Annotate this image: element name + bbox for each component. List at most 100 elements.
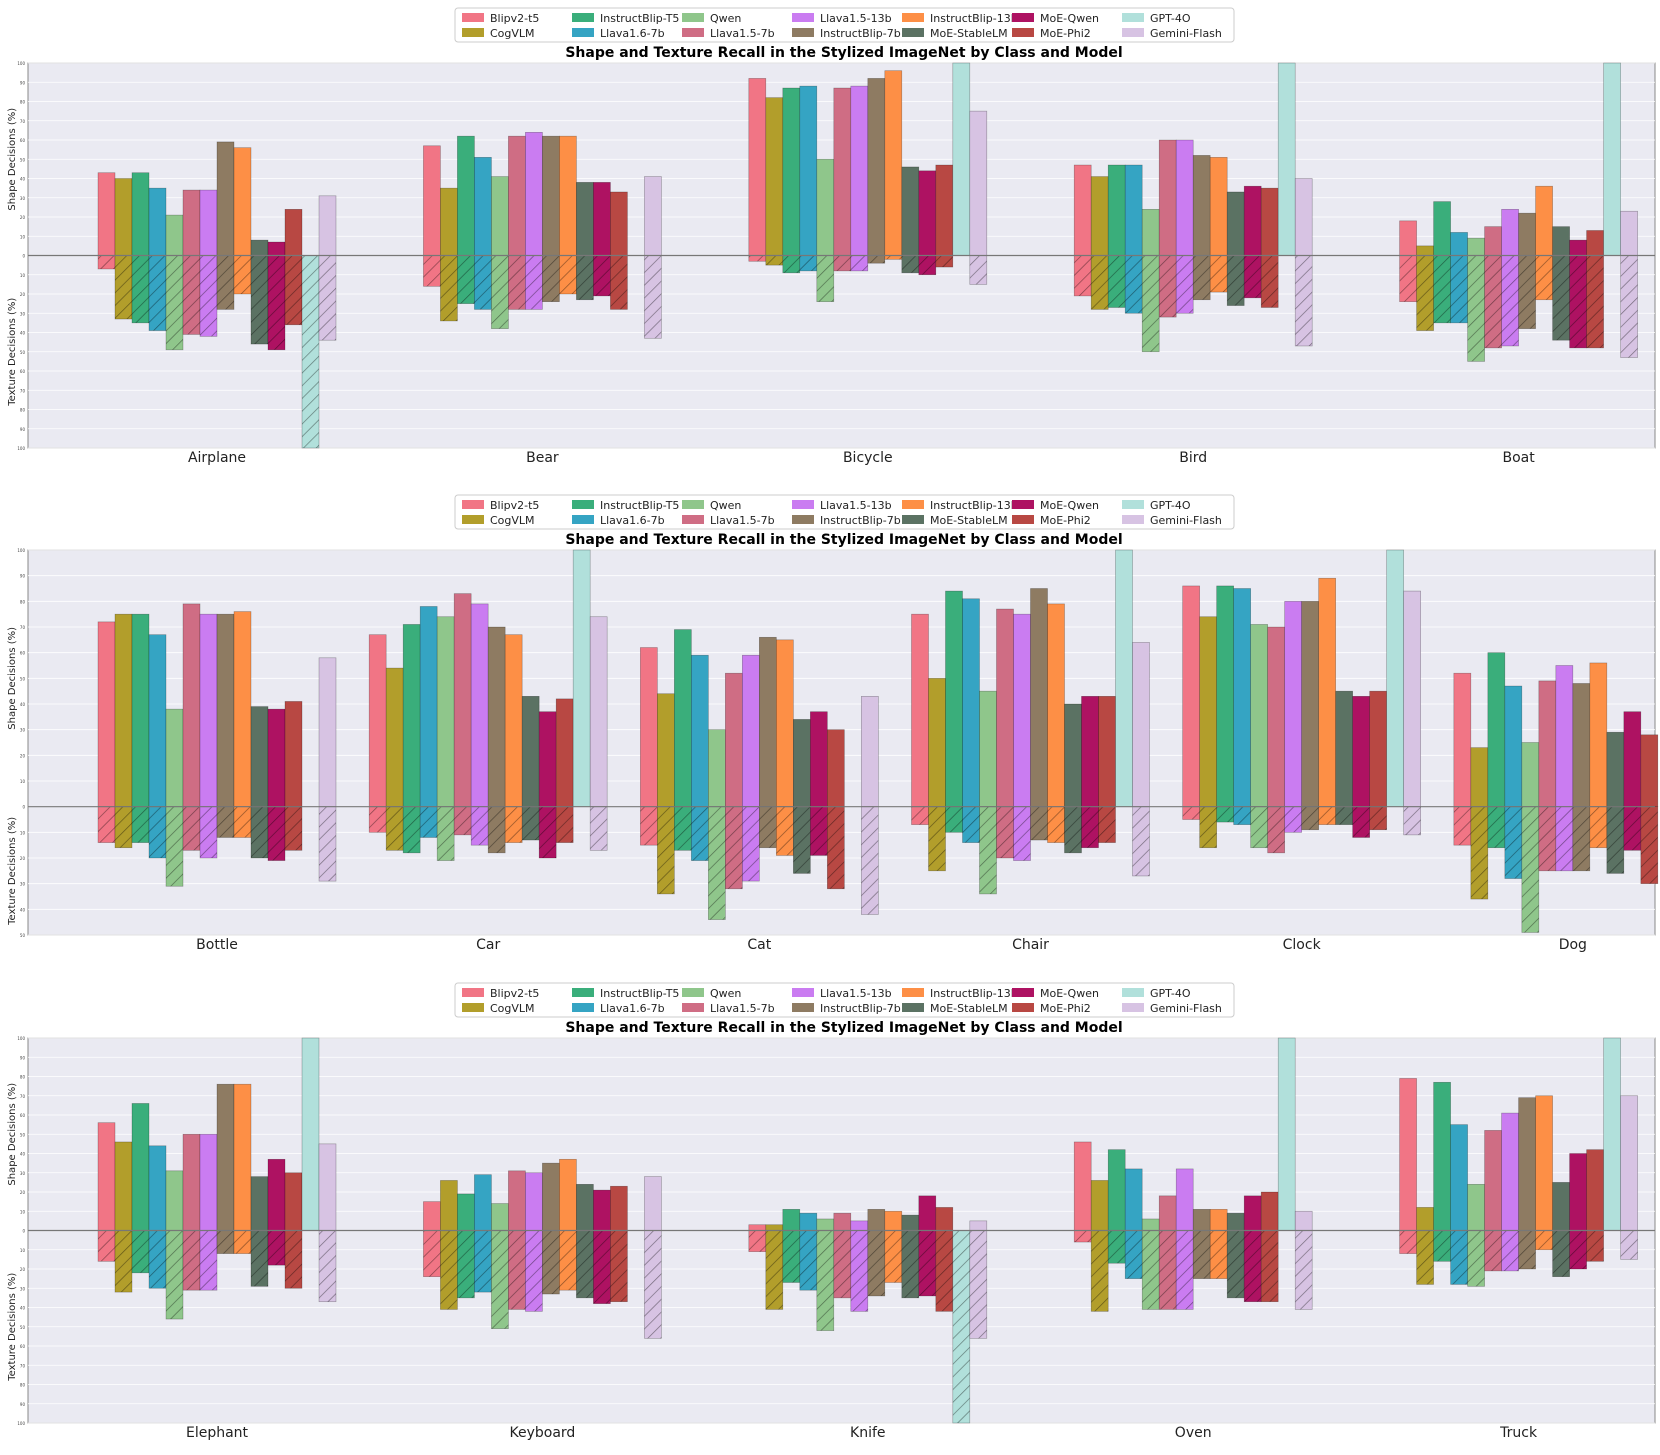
bar-texture [657,806,675,895]
bar-texture [867,1230,886,1297]
bar-texture [1267,806,1285,854]
y-tick-label: 40 [20,1306,26,1311]
legend-label: Llava1.5-7b [710,27,775,40]
y-axis-label-shape: Shape Decisions (%) [7,627,18,730]
bar-texture [423,1230,441,1278]
bar-texture [1620,1230,1638,1260]
bar-shape [1107,1149,1126,1231]
y-axis-label-texture: Texture Decisions (%) [7,817,18,926]
legend-label: InstructBlip-T5 [600,12,679,25]
bar-texture [1073,1230,1092,1243]
bar-shape [1175,139,1194,256]
bar-texture [1294,255,1313,347]
bar-texture [114,1230,133,1293]
chart-panel-2: Blipv2-t5 CogVLM InstructBlip-T5 Llava1.6-7… [7,494,1659,953]
bar-shape [1267,626,1285,807]
bar-shape [267,1158,286,1231]
bar-shape [1504,685,1523,807]
bar-shape [1199,616,1217,807]
bar-shape [1124,164,1143,256]
bar-shape [610,1185,628,1231]
bar-shape [1243,185,1262,256]
bar-shape [1064,703,1082,807]
bar-texture [1107,1230,1126,1264]
bar-shape [131,613,150,807]
bar-texture [610,1230,628,1303]
bar-texture [1318,806,1336,825]
bar-texture [559,255,577,295]
bar-shape [555,698,574,807]
bar-shape [1620,210,1638,256]
y-tick-label: 70 [20,119,26,124]
bar-texture [233,1230,252,1254]
bar-shape [542,1162,560,1231]
bar-shape [850,85,869,256]
bar-texture [1090,1230,1109,1312]
bar-shape [233,1083,252,1231]
bar-texture [1260,1230,1279,1303]
bar-texture [1620,255,1638,358]
bar-shape [457,135,475,256]
legend-swatch [1122,13,1144,22]
y-tick-label: 10 [20,1209,26,1214]
legend-swatch [792,13,814,22]
y-tick-label: 100 [17,61,25,66]
y-tick-label: 60 [20,1113,26,1118]
legend-label: Blipv2-t5 [490,987,539,1000]
legend-swatch [462,28,484,37]
legend: Blipv2-t5 CogVLM InstructBlip-T5 Llava1.6-7… [454,7,1235,43]
bar-shape [928,678,946,807]
legend-label: MoE-Qwen [1040,987,1099,1000]
y-tick-label: 50 [20,157,26,162]
bar-texture [1250,806,1268,849]
bar-shape [1081,695,1099,807]
bar-shape [1555,665,1574,807]
y-tick-label: 80 [20,599,26,604]
bar-shape [182,189,201,256]
legend-swatch [682,13,704,22]
y-tick-label: 30 [20,311,26,316]
legend-label: CogVLM [490,1002,535,1015]
bar-shape [644,176,662,256]
legend-swatch [792,28,814,37]
legend-swatch [682,988,704,997]
bar-texture [969,1230,988,1339]
legend-swatch [682,1003,704,1012]
bar-shape [810,711,828,807]
bar-texture [267,1230,286,1266]
bar-shape [1467,237,1485,256]
bar-texture [644,255,662,339]
y-tick-label: 30 [20,196,26,201]
bar-shape [1572,683,1591,807]
bar-shape [911,613,929,807]
bar-texture [423,255,441,287]
y-tick-label: 90 [20,427,26,432]
y-tick-label: 80 [20,1075,26,1080]
bar-shape [1399,220,1417,256]
bar-shape [748,1224,767,1231]
bar-texture [918,255,937,276]
legend-swatch [902,28,924,37]
chart-title: Shape and Texture Recall in the Stylized… [565,532,1122,548]
bar-texture [538,806,557,859]
legend-swatch [682,28,704,37]
bar-shape [199,1133,218,1231]
bar-texture [827,806,845,890]
x-tick-label: Chair [1012,937,1049,953]
bar-shape [833,1212,852,1231]
bar-texture [1501,1230,1519,1272]
bar-texture [1589,806,1608,849]
y-tick-label: 50 [20,1132,26,1137]
bar-texture [250,1230,269,1287]
legend-label: Llava1.5-13b [820,987,892,1000]
legend-label: InstructBlip-T5 [600,987,679,1000]
bar-shape [1606,731,1625,807]
bar-shape [935,1207,954,1231]
bar-shape [1335,690,1353,807]
bar-shape [233,611,252,807]
legend-frame [454,494,1235,530]
bar-shape [901,166,920,256]
bar-shape [691,654,709,807]
legend-swatch [902,13,924,22]
bar-shape [165,708,184,807]
